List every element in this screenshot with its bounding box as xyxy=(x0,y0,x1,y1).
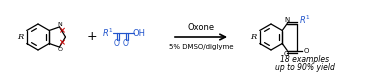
Text: N: N xyxy=(284,17,290,23)
Text: +: + xyxy=(87,31,97,43)
Text: $R^1$: $R^1$ xyxy=(102,27,114,39)
Text: O: O xyxy=(57,47,62,52)
Text: R: R xyxy=(17,33,23,41)
Text: R: R xyxy=(250,33,256,41)
Text: OH: OH xyxy=(133,29,146,38)
Text: O: O xyxy=(284,50,290,57)
Text: O: O xyxy=(114,40,120,49)
Text: $R^1$: $R^1$ xyxy=(299,13,311,26)
Text: ×: × xyxy=(59,26,66,35)
Text: up to 90% yield: up to 90% yield xyxy=(275,64,335,72)
Text: Oxone: Oxone xyxy=(187,23,215,32)
Text: N: N xyxy=(57,22,62,27)
Text: O: O xyxy=(304,47,309,53)
Text: O: O xyxy=(123,40,129,49)
Text: ×: × xyxy=(59,39,66,48)
Text: 18 examples: 18 examples xyxy=(280,55,330,64)
Text: 5% DMSO/diglyme: 5% DMSO/diglyme xyxy=(169,44,233,50)
